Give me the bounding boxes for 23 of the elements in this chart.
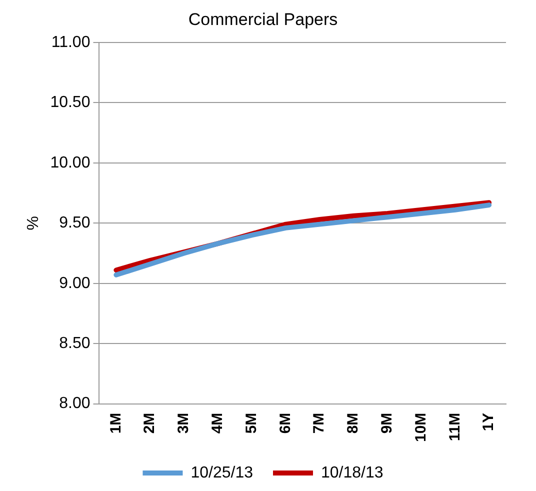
x-tick-label: 6M xyxy=(276,412,294,434)
legend-label: 10/25/13 xyxy=(190,464,254,482)
x-tick-label: 2M xyxy=(141,412,158,434)
x-tick-label: 7M xyxy=(310,412,328,434)
x-tick-label: 1Y xyxy=(480,412,498,432)
x-tick-label: 1M xyxy=(107,412,124,434)
x-tick-label: 5M xyxy=(242,412,260,434)
y-tick-label: 11.00 xyxy=(51,34,90,51)
y-axis-title: % xyxy=(25,216,42,230)
x-tick-label: 4M xyxy=(209,412,226,434)
x-tick-label: 10M xyxy=(412,412,430,442)
y-tick-label: 10.50 xyxy=(50,94,90,112)
y-tick-label: 8.00 xyxy=(59,395,90,412)
chart-title: Commercial Papers xyxy=(188,10,338,29)
y-tick-label: 9.50 xyxy=(59,214,90,232)
x-tick-label: 8M xyxy=(344,412,362,434)
x-tick-label: 3M xyxy=(175,412,192,434)
y-tick-label: 9.00 xyxy=(59,274,90,292)
x-tick-label: 9M xyxy=(378,412,396,434)
legend-label: 10/18/13 xyxy=(321,464,384,482)
y-tick-label: 8.50 xyxy=(59,334,90,352)
y-tick-label: 10.00 xyxy=(50,154,90,172)
x-tick-label: 11M xyxy=(446,412,464,442)
